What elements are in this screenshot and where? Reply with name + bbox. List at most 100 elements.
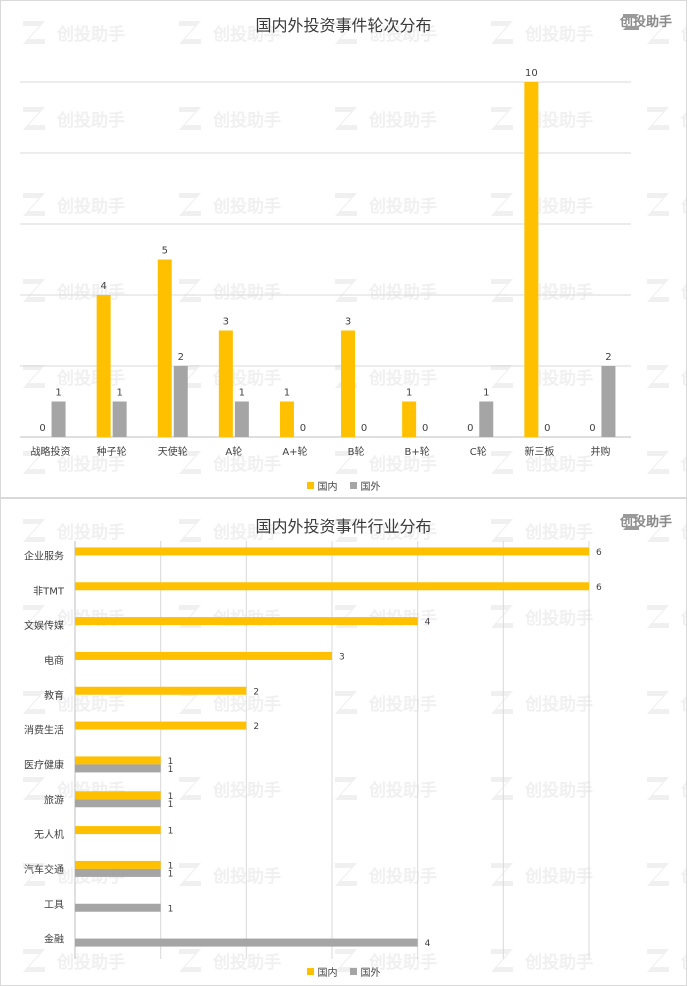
bar-foreign xyxy=(112,401,127,437)
watermark-text: 创投助手 xyxy=(56,694,125,715)
data-label-domestic: 0 xyxy=(39,423,45,434)
industry-distribution-chart: 创投助手 创投助手 创投助手 创投助手 创投助手 创投助手 创投助手 创投助手 创投助手 创投助手… xyxy=(0,498,687,986)
bar-foreign xyxy=(75,868,161,877)
y-tick-label: 电商 xyxy=(44,654,64,667)
bar-domestic xyxy=(402,401,417,437)
watermark-text: 创投助手 xyxy=(524,780,593,801)
watermark-logo xyxy=(335,691,357,714)
data-label-foreign: 0 xyxy=(544,423,550,434)
bar-domestic xyxy=(75,826,161,835)
data-label-domestic: 2 xyxy=(253,722,259,732)
watermark-logo xyxy=(491,279,513,302)
watermark-logo xyxy=(647,605,669,628)
bar-foreign xyxy=(601,366,616,437)
round-distribution-chart: 创投助手 创投助手 创投助手 创投助手 创投助手 创投助手 创投助手 创投助手 创投助手 创投助手… xyxy=(0,0,687,498)
data-label-domestic: 3 xyxy=(223,317,229,328)
watermark-text: 创投助手 xyxy=(680,608,687,629)
data-label-domestic: 5 xyxy=(162,246,168,257)
watermark-text: 创投助手 xyxy=(680,694,687,715)
watermark-logo xyxy=(491,777,513,800)
data-label-foreign: 1 xyxy=(168,904,174,914)
x-tick-label: B轮 xyxy=(348,445,365,458)
watermark-logo xyxy=(23,279,45,302)
round-chart-legend: 国内 国外 xyxy=(1,478,686,493)
watermark-text: 创投助手 xyxy=(368,866,437,887)
x-tick-label: 种子轮 xyxy=(97,445,127,458)
watermark-logo xyxy=(491,193,513,216)
watermark-logo xyxy=(335,279,357,302)
watermark-text: 创投助手 xyxy=(212,196,281,217)
watermark-logo xyxy=(647,691,669,714)
y-tick-label: 汽车交通 xyxy=(24,863,64,876)
watermark-logo xyxy=(335,193,357,216)
watermark-text: 创投助手 xyxy=(524,608,593,629)
watermark-text: 创投助手 xyxy=(368,368,437,389)
bar-domestic xyxy=(75,582,589,591)
legend-item-foreign: 国外 xyxy=(349,964,381,979)
watermark-logo xyxy=(179,193,201,216)
y-tick-label: 旅游 xyxy=(44,793,64,806)
watermark-logo xyxy=(179,777,201,800)
data-label-domestic: 1 xyxy=(168,827,174,837)
watermark-logo xyxy=(491,691,513,714)
watermark-logo xyxy=(335,863,357,886)
data-label-foreign: 1 xyxy=(168,869,174,879)
bar-domestic xyxy=(279,401,294,437)
x-tick-label: A轮 xyxy=(225,445,242,458)
watermark-logo xyxy=(335,107,357,130)
watermark-text: 创投助手 xyxy=(524,694,593,715)
data-label-foreign: 1 xyxy=(168,765,174,775)
watermark-text: 创投助手 xyxy=(56,368,125,389)
watermark-logo xyxy=(647,193,669,216)
bar-domestic xyxy=(75,651,332,660)
watermark-text: 创投助手 xyxy=(680,110,687,131)
data-label-foreign: 1 xyxy=(483,388,489,399)
data-label-foreign: 1 xyxy=(168,800,174,810)
watermark-logo xyxy=(179,863,201,886)
watermark-logo xyxy=(23,777,45,800)
industry-chart-title: 国内外投资事件行业分布 xyxy=(255,517,432,536)
data-label-foreign: 2 xyxy=(605,352,611,363)
z-logo-icon xyxy=(622,514,639,530)
y-tick-label: 教育 xyxy=(44,689,64,702)
bar-foreign xyxy=(479,401,494,437)
bar-domestic xyxy=(75,686,247,695)
data-label-domestic: 0 xyxy=(467,423,473,434)
y-tick-label: 无人机 xyxy=(34,828,64,841)
bar-domestic xyxy=(341,330,356,437)
watermark-logo xyxy=(179,107,201,130)
watermark-logo xyxy=(491,451,513,474)
bar-domestic xyxy=(524,82,539,437)
bar-domestic xyxy=(75,756,161,765)
industry-chart-legend: 国内 国外 xyxy=(1,964,686,979)
legend-item-domestic: 国内 xyxy=(306,478,338,493)
watermark-text: 创投助手 xyxy=(680,196,687,217)
watermark-text: 创投助手 xyxy=(212,454,281,475)
data-label-domestic: 2 xyxy=(253,687,259,697)
watermark-text: 创投助手 xyxy=(680,866,687,887)
x-tick-label: 天使轮 xyxy=(158,445,188,458)
watermark-text: 创投助手 xyxy=(212,282,281,303)
bar-domestic xyxy=(96,295,111,437)
watermark-text: 创投助手 xyxy=(680,454,687,475)
bar-foreign xyxy=(234,401,249,437)
round-chart-title: 国内外投资事件轮次分布 xyxy=(255,16,432,35)
watermark-logo xyxy=(179,279,201,302)
data-label-foreign: 2 xyxy=(178,352,184,363)
watermark-text: 创投助手 xyxy=(56,196,125,217)
brand-logo: 创投助手 xyxy=(620,11,672,30)
data-label-foreign: 0 xyxy=(422,423,428,434)
watermark-text: 创投助手 xyxy=(524,866,593,887)
watermark-logo xyxy=(647,279,669,302)
data-label-domestic: 3 xyxy=(345,317,351,328)
data-label-foreign: 4 xyxy=(425,939,431,949)
y-tick-label: 文娱传媒 xyxy=(24,619,64,632)
legend-label-foreign: 国外 xyxy=(360,482,381,493)
y-tick-label: 工具 xyxy=(44,899,64,911)
data-label-foreign: 1 xyxy=(55,388,61,399)
x-tick-label: C轮 xyxy=(470,445,487,458)
x-tick-label: A+轮 xyxy=(282,445,307,458)
bar-domestic xyxy=(75,547,589,556)
watermark-logo xyxy=(23,365,45,388)
